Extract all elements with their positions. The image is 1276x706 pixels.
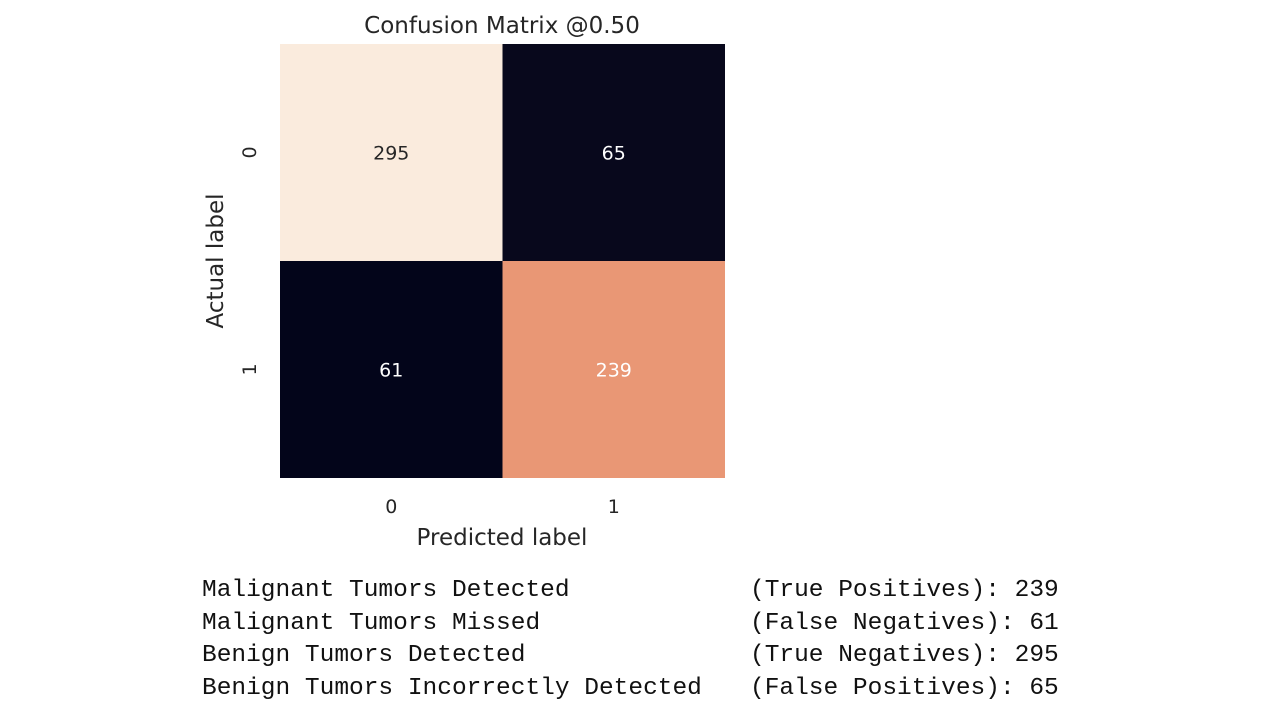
y-axis-label: Actual label	[203, 194, 229, 329]
heatmap-cell-1-1	[502, 261, 725, 478]
output-value: 295	[1014, 642, 1059, 670]
output-line: Benign Tumors Incorrectly Detected (False…	[202, 673, 1059, 706]
heatmap-cell-1-0	[280, 261, 503, 478]
output-label: Benign Tumors Incorrectly Detected	[202, 675, 702, 703]
chart-title: Confusion Matrix @0.50	[364, 13, 640, 39]
heatmap-cell-0-1	[502, 44, 725, 261]
heatmap-cells	[280, 44, 725, 478]
output-label: Malignant Tumors Detected	[202, 577, 570, 604]
output-value: 239	[1014, 577, 1059, 604]
x-tick-label-0: 0	[385, 496, 397, 518]
output-label: Malignant Tumors Missed	[202, 609, 541, 637]
cell-value-1-0: 61	[379, 360, 403, 382]
output-metric: (True Negatives):	[750, 642, 1000, 670]
x-axis-label: Predicted label	[417, 525, 588, 551]
heatmap-cell-labels: 295 65 61 239	[373, 143, 632, 382]
output-label: Benign Tumors Detected	[202, 642, 526, 670]
output-metric: (False Negatives):	[750, 609, 1015, 637]
x-tick-label-1: 1	[608, 496, 620, 518]
cell-value-0-0: 295	[373, 143, 409, 165]
output-line: Malignant Tumors Missed (False Negatives)…	[202, 608, 1059, 641]
output-metric: (True Positives):	[750, 577, 1000, 604]
output-metric: (False Positives):	[750, 675, 1015, 703]
heatmap-cell-0-0	[280, 44, 503, 261]
y-axis-ticks: 01	[239, 146, 261, 375]
y-tick-label-1: 1	[239, 363, 261, 375]
cell-value-1-1: 239	[596, 360, 632, 382]
y-tick-label-0: 0	[239, 146, 261, 158]
cell-value-0-1: 65	[602, 143, 626, 165]
console-output: Malignant Tumors Detected (True Positives…	[202, 575, 1059, 706]
output-line: Benign Tumors Detected (True Negatives): …	[202, 640, 1059, 673]
output-value: 65	[1029, 675, 1059, 703]
output-line: Malignant Tumors Detected (True Positives…	[202, 575, 1059, 608]
output-value: 61	[1029, 609, 1059, 637]
